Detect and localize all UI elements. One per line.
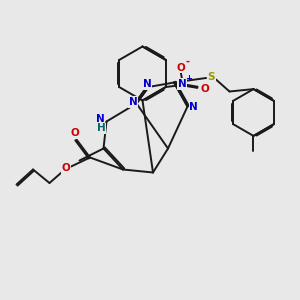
Text: N: N: [128, 97, 137, 107]
Text: O: O: [200, 83, 209, 94]
Text: N: N: [189, 101, 198, 112]
Text: N: N: [142, 79, 152, 89]
Text: +: +: [185, 74, 193, 83]
Text: O: O: [176, 63, 185, 73]
Text: -: -: [185, 56, 190, 67]
Text: H: H: [97, 123, 106, 133]
Text: O: O: [70, 128, 80, 139]
Text: O: O: [61, 163, 70, 173]
Text: N: N: [178, 79, 187, 89]
Text: S: S: [208, 71, 215, 82]
Text: N: N: [96, 113, 105, 124]
